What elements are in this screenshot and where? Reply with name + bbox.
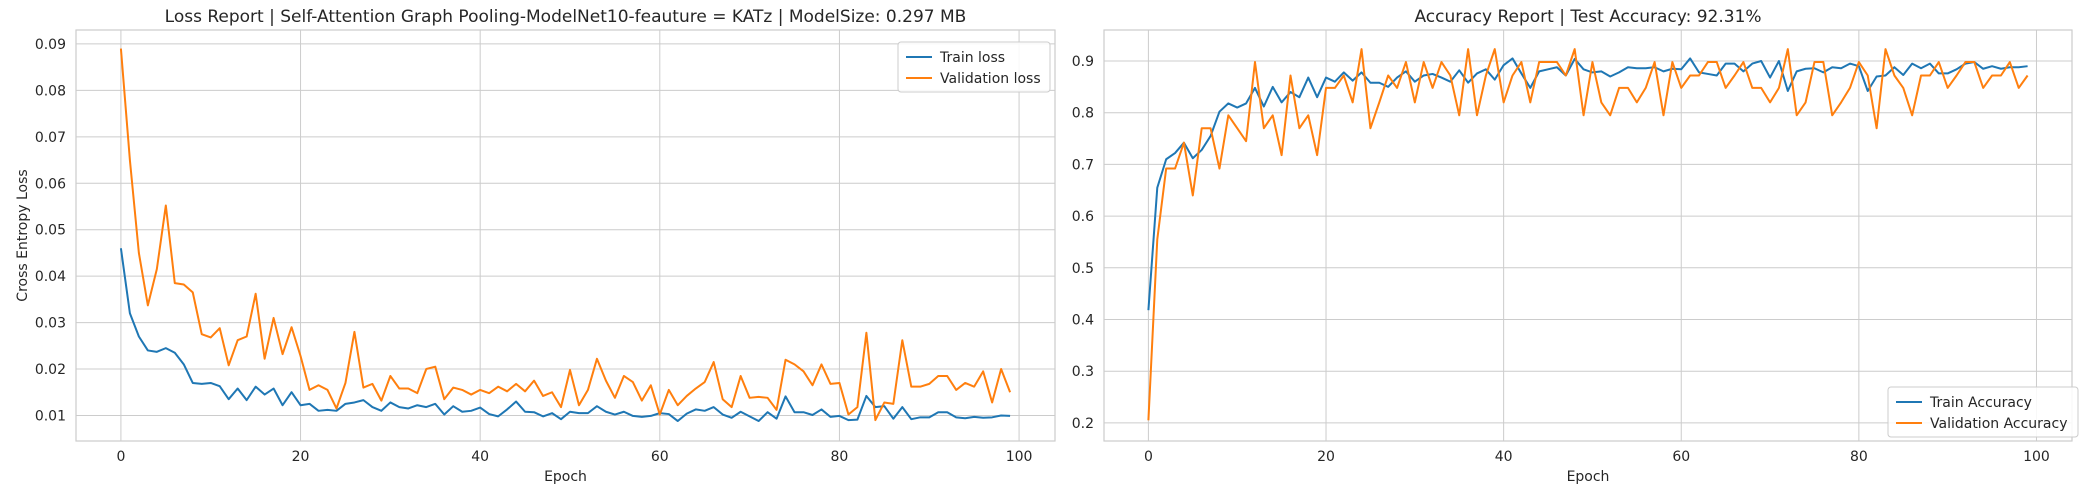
loss-chart-title: Loss Report | Self-Attention Graph Pooli… [165,7,967,27]
x-tick-label: 100 [1006,449,1033,465]
y-tick-label: 0.8 [1072,106,1094,122]
series-line-validation-loss [119,48,1012,422]
x-tick-label: 80 [1850,449,1868,465]
y-tick-label: 0.01 [35,408,66,424]
accuracy-legend: Train Accuracy Validation Accuracy [1887,386,2079,438]
x-tick-label: 40 [1495,449,1513,465]
y-tick-label: 0.03 [35,316,66,332]
x-tick-label: 60 [1672,449,1690,465]
loss-y-axis-label: Cross Entropy Loss [15,169,31,301]
legend-label-validation-loss: Validation loss [940,71,1041,87]
y-tick-label: 0.06 [35,176,66,192]
y-tick-label: 0.05 [35,223,66,239]
accuracy-x-axis-label: Epoch [1567,469,1610,485]
y-tick-label: 0.9 [1072,54,1094,70]
series-line-train-accuracy [1147,57,2028,311]
y-tick-label: 0.02 [35,362,66,378]
loss-legend: Train loss Validation loss [897,41,1051,93]
y-tick-label: 0.09 [35,37,66,53]
y-tick-label: 0.07 [35,130,66,146]
x-tick-label: 100 [2023,449,2050,465]
y-tick-label: 0.5 [1072,261,1094,277]
loss-chart: 0 20 40 60 80 100 0.01 0.02 0.03 0.04 0.05 0.06 0.07… [15,7,1056,485]
x-tick-label: 20 [292,449,310,465]
accuracy-chart-title: Accuracy Report | Test Accuracy: 92.31% [1414,7,1761,27]
y-tick-label: 0.4 [1072,313,1094,329]
y-tick-label: 0.08 [35,83,66,99]
x-tick-label: 20 [1317,449,1335,465]
accuracy-plot-frame [1103,29,2073,442]
y-tick-label: 0.6 [1072,209,1094,225]
x-tick-label: 60 [651,449,669,465]
x-tick-label: 80 [831,449,849,465]
x-tick-label: 0 [116,449,125,465]
legend-label-validation-accuracy: Validation Accuracy [1930,416,2068,432]
series-line-train-loss [119,248,1011,423]
y-tick-label: 0.7 [1072,157,1094,173]
loss-plot-frame [75,29,1056,442]
y-tick-label: 0.04 [35,269,66,285]
y-tick-label: 0.2 [1072,416,1094,432]
legend-label-train-loss: Train loss [939,50,1005,66]
accuracy-chart: 0 20 40 60 80 100 0.2 0.3 0.4 0.5 0.6 0.7 0.8 0.9 Acc… [1072,7,2079,485]
legend-label-train-accuracy: Train Accuracy [1929,395,2032,411]
x-tick-label: 0 [1144,449,1153,465]
loss-x-axis-label: Epoch [544,469,587,485]
series-line-validation-accuracy [1147,48,2029,421]
y-tick-label: 0.3 [1072,364,1094,380]
x-tick-label: 40 [471,449,489,465]
